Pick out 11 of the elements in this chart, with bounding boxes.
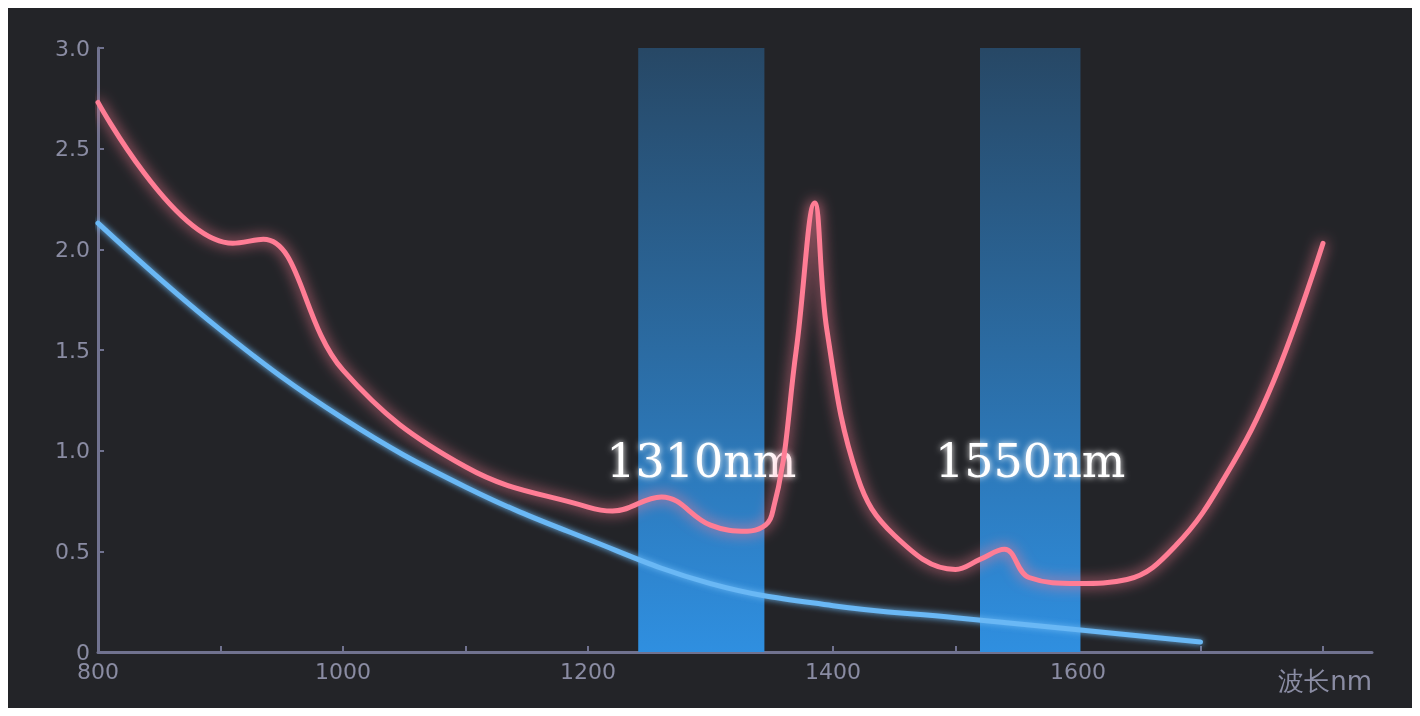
y-tick-label: 0.5 xyxy=(55,538,90,564)
x-tick-label: 1400 xyxy=(805,658,861,684)
y-tick-label: 3.0 xyxy=(55,35,90,61)
x-tick-label: 1600 xyxy=(1050,658,1106,684)
y-tick-label: 1.5 xyxy=(55,337,90,363)
x-tick-label: 1200 xyxy=(560,658,616,684)
x-tick-label: 1000 xyxy=(315,658,371,684)
x-axis-title: 波长nm xyxy=(1278,666,1372,696)
y-tick-label: 1.0 xyxy=(55,438,90,464)
y-tick-label: 2.5 xyxy=(55,136,90,162)
y-tick-label: 2.0 xyxy=(55,236,90,262)
